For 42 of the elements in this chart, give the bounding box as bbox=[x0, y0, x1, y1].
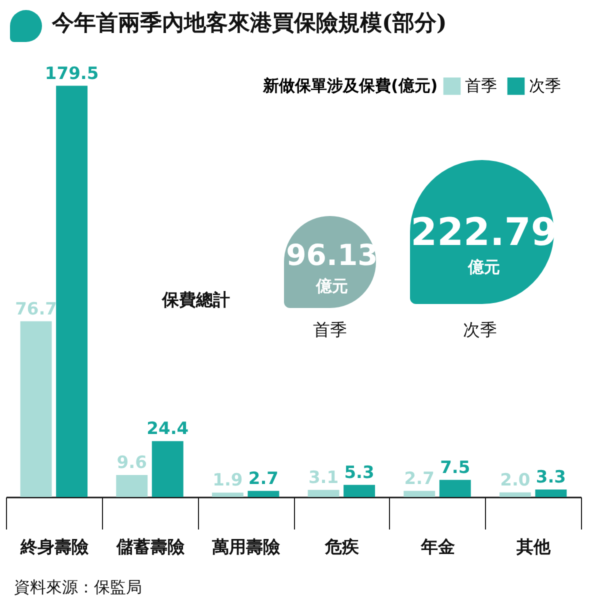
bar bbox=[116, 475, 148, 497]
bar bbox=[212, 492, 244, 497]
annotation: 次季 bbox=[463, 320, 497, 342]
x-tick-label: 終身壽險 bbox=[19, 538, 90, 558]
x-tick-label: 其他 bbox=[516, 538, 552, 558]
bar bbox=[56, 86, 88, 497]
x-tick-label: 危疾 bbox=[324, 538, 360, 558]
bar bbox=[404, 490, 436, 497]
annotation: 222.79 bbox=[410, 210, 558, 254]
bar bbox=[152, 441, 184, 497]
data-label: 2.7 bbox=[404, 468, 434, 489]
data-label: 7.5 bbox=[440, 458, 470, 478]
legend-title: 新做保單涉及保費(億元) bbox=[262, 76, 438, 95]
bar bbox=[439, 480, 471, 497]
bar bbox=[308, 490, 340, 497]
data-label: 179.5 bbox=[44, 64, 99, 84]
annotation: 96.13 bbox=[286, 238, 378, 272]
bar bbox=[248, 490, 280, 497]
data-label: 1.9 bbox=[212, 470, 243, 491]
data-label: 3.1 bbox=[308, 468, 339, 488]
x-tick-label: 萬用壽險 bbox=[211, 538, 282, 558]
legend-label: 次季 bbox=[529, 76, 561, 96]
annotation: 億元 bbox=[468, 258, 500, 278]
annotation: 億元 bbox=[316, 276, 348, 298]
source-note: 資料來源：保監局 bbox=[14, 578, 142, 598]
data-label: 5.3 bbox=[344, 462, 374, 483]
bar bbox=[535, 489, 567, 497]
data-label: 76.7 bbox=[15, 299, 58, 320]
x-tick-label: 儲蓄壽險 bbox=[115, 538, 186, 558]
annotation: 保費總計 bbox=[162, 290, 230, 312]
data-label: 9.6 bbox=[116, 453, 147, 474]
legend-label: 首季 bbox=[465, 76, 497, 96]
x-tick-label: 年金 bbox=[420, 538, 455, 558]
data-label: 2.7 bbox=[248, 468, 279, 489]
bar bbox=[344, 484, 376, 497]
chart-title: 今年首兩季內地客來港買保險規模(部分) bbox=[52, 9, 447, 38]
annotation: 首季 bbox=[313, 320, 347, 342]
data-label: 3.3 bbox=[536, 467, 566, 488]
bar bbox=[20, 321, 52, 497]
data-label: 24.4 bbox=[146, 419, 189, 440]
data-label: 2.0 bbox=[500, 470, 530, 490]
bar bbox=[499, 492, 531, 497]
